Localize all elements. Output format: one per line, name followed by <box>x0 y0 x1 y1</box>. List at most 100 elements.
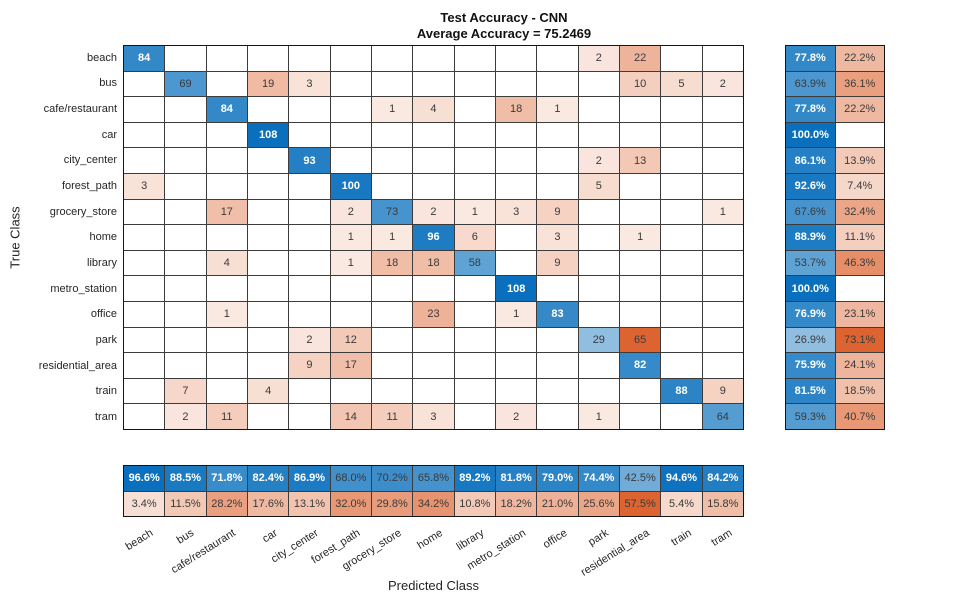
matrix-cell <box>289 276 330 301</box>
matrix-cell <box>413 46 454 71</box>
matrix-cell: 2 <box>413 199 454 225</box>
matrix-cell <box>454 302 495 327</box>
matrix-cell <box>247 225 289 250</box>
matrix-cell <box>619 378 661 404</box>
x-tick-label: home <box>415 527 445 552</box>
column-summary-correct-cell: 65.8% <box>413 466 454 491</box>
matrix-cell: 93 <box>289 148 330 173</box>
matrix-cell: 69 <box>165 71 206 97</box>
matrix-cell <box>537 71 578 97</box>
row-summary-correct-cell: 81.5% <box>786 378 835 404</box>
matrix-cell: 17 <box>206 199 247 225</box>
row-summary-block: 77.8% 22.2% 63.9% 36.1% 77.8% 22.2% 100.0% 86.1… <box>785 45 885 430</box>
matrix-cell <box>702 122 743 148</box>
matrix-cell <box>289 378 330 404</box>
matrix-cell <box>495 174 537 199</box>
matrix-cell <box>413 353 454 378</box>
matrix-cell <box>661 199 702 225</box>
row-summary-incorrect-cell: 13.9% <box>835 148 884 173</box>
matrix-cell <box>619 97 661 122</box>
column-summary-correct-cell: 68.0% <box>330 466 371 491</box>
y-tick-label: train <box>95 385 117 398</box>
matrix-cell <box>661 225 702 250</box>
matrix-cell <box>371 378 413 404</box>
matrix-cell: 2 <box>165 404 206 429</box>
row-summary-incorrect-cell: 40.7% <box>835 404 884 429</box>
x-tick-label: office <box>540 527 570 552</box>
matrix-cell <box>165 46 206 71</box>
matrix-cell: 18 <box>371 250 413 276</box>
matrix-cell <box>289 174 330 199</box>
matrix-cell <box>124 97 165 122</box>
column-summary-incorrect-cell: 32.0% <box>330 491 371 516</box>
matrix-cell <box>124 250 165 276</box>
matrix-cell <box>371 174 413 199</box>
matrix-cell <box>124 71 165 97</box>
matrix-cell <box>454 122 495 148</box>
matrix-cell: 9 <box>702 378 743 404</box>
matrix-cell <box>495 46 537 71</box>
matrix-cell <box>289 122 330 148</box>
row-summary-correct-cell: 26.9% <box>786 327 835 353</box>
row-summary-incorrect-cell: 73.1% <box>835 327 884 353</box>
x-tick-label: library <box>454 527 487 554</box>
matrix-cell: 7 <box>165 378 206 404</box>
matrix-cell <box>578 378 619 404</box>
matrix-cell <box>537 122 578 148</box>
x-axis-label: Predicted Class <box>387 578 480 593</box>
matrix-cell <box>661 46 702 71</box>
matrix-cell <box>537 327 578 353</box>
matrix-cell <box>495 71 537 97</box>
matrix-cell: 18 <box>495 97 537 122</box>
matrix-cell <box>247 327 289 353</box>
matrix-cell: 96 <box>413 225 454 250</box>
matrix-cell <box>330 46 371 71</box>
x-tick-label: car <box>259 527 280 546</box>
matrix-cell: 4 <box>206 250 247 276</box>
matrix-cell <box>454 97 495 122</box>
matrix-cell <box>206 353 247 378</box>
y-tick-label: office <box>90 308 117 321</box>
matrix-cell <box>165 122 206 148</box>
matrix-cell: 1 <box>578 404 619 429</box>
matrix-cell <box>454 327 495 353</box>
matrix-cell <box>702 97 743 122</box>
matrix-cell <box>371 122 413 148</box>
matrix-cell <box>661 174 702 199</box>
matrix-cell <box>578 250 619 276</box>
matrix-cell <box>537 378 578 404</box>
matrix-cell <box>165 353 206 378</box>
matrix-cell <box>371 46 413 71</box>
x-tick-label: bus <box>175 527 197 547</box>
column-summary-incorrect-cell: 5.4% <box>661 491 702 516</box>
matrix-cell <box>165 174 206 199</box>
matrix-cell: 5 <box>578 174 619 199</box>
matrix-cell <box>330 122 371 148</box>
matrix-cell <box>371 302 413 327</box>
matrix-cell <box>206 71 247 97</box>
matrix-cell: 73 <box>371 199 413 225</box>
matrix-cell: 64 <box>702 404 743 429</box>
matrix-cell <box>661 353 702 378</box>
column-summary-correct-cell: 88.5% <box>165 466 206 491</box>
matrix-cell <box>247 250 289 276</box>
matrix-cell: 84 <box>206 97 247 122</box>
row-summary-incorrect-cell: 46.3% <box>835 250 884 276</box>
matrix-cell <box>578 199 619 225</box>
row-summary-correct-cell: 100.0% <box>786 276 835 301</box>
column-summary-correct-cell: 96.6% <box>124 466 165 491</box>
column-summary-correct-cell: 84.2% <box>702 466 743 491</box>
matrix-cell: 5 <box>661 71 702 97</box>
row-summary-correct-cell: 92.6% <box>786 174 835 199</box>
matrix-cell <box>165 148 206 173</box>
matrix-cell <box>661 148 702 173</box>
matrix-cell <box>702 174 743 199</box>
matrix-cell: 3 <box>124 174 165 199</box>
matrix-cell <box>247 46 289 71</box>
matrix-cell <box>454 378 495 404</box>
matrix-cell: 9 <box>537 250 578 276</box>
matrix-cell <box>454 404 495 429</box>
matrix-cell <box>124 148 165 173</box>
column-summary-incorrect-cell: 29.8% <box>371 491 413 516</box>
